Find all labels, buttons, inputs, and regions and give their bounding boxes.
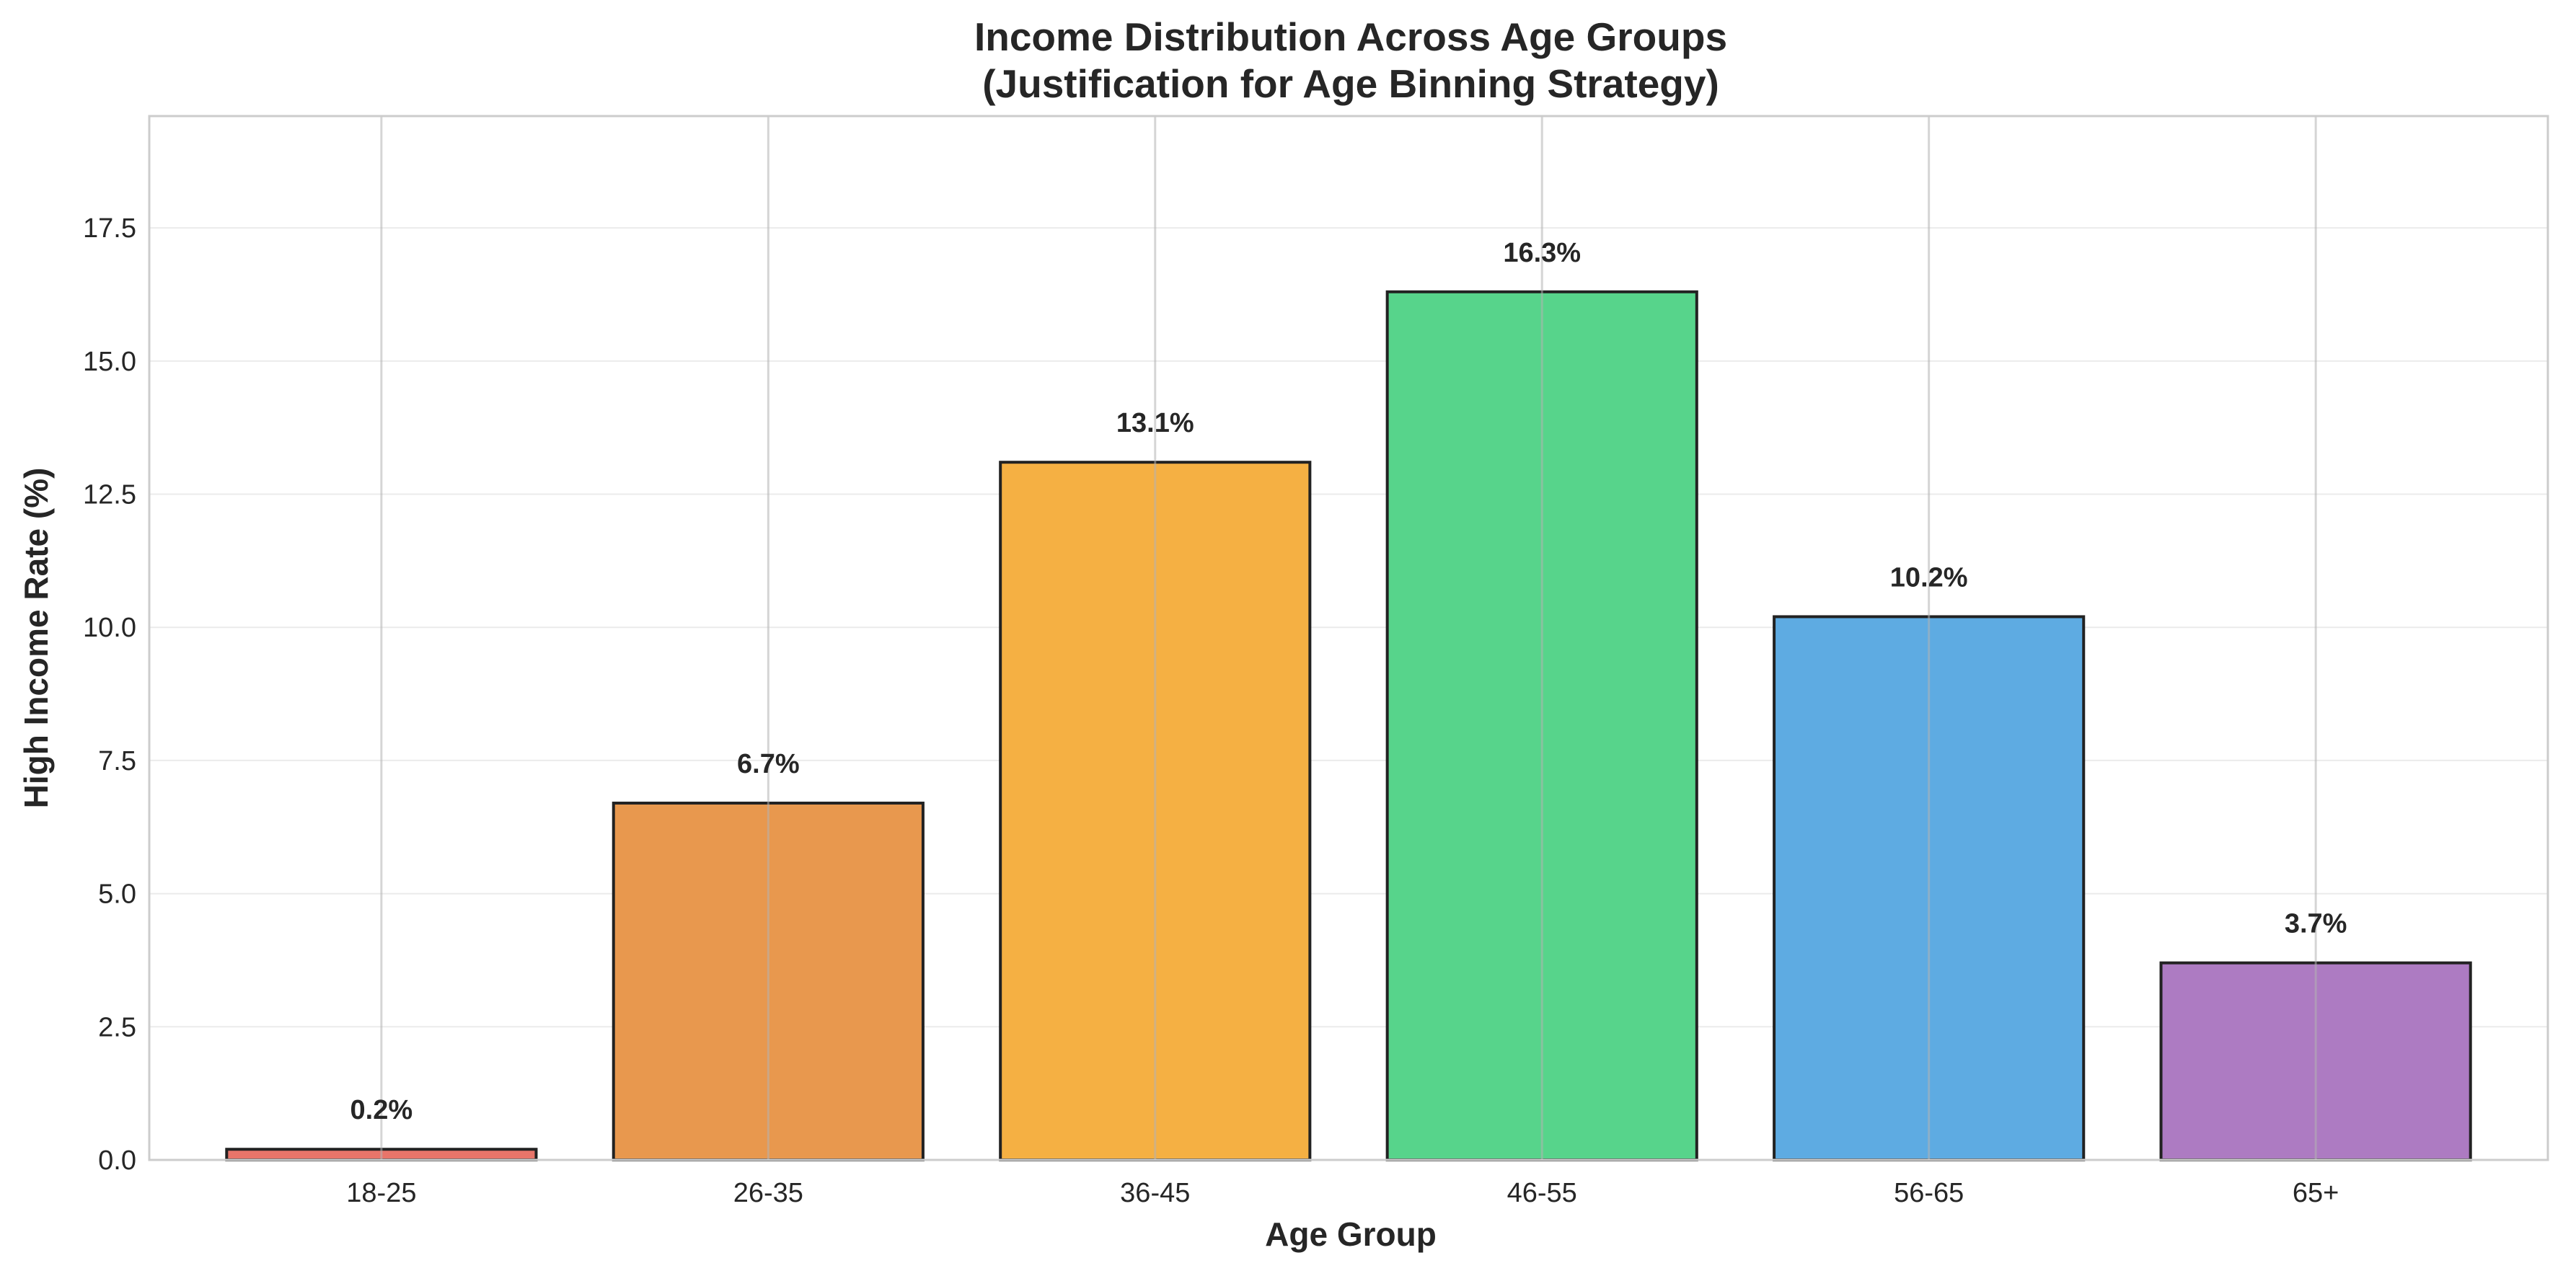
plot-frame bbox=[148, 115, 2549, 1161]
x-tick-label: 36-45 bbox=[1120, 1178, 1190, 1208]
data-label-65+: 3.7% bbox=[2285, 909, 2347, 939]
data-labels: 0.2% 6.7% 13.1% 16.3% 10.2% 3.7% bbox=[350, 238, 2347, 1125]
x-tick-label: 65+ bbox=[2293, 1178, 2339, 1208]
y-tick-label: 15.0 bbox=[83, 347, 136, 377]
chart-title-line-1: Income Distribution Across Age Groups bbox=[974, 14, 1727, 59]
chart-title-line-2: (Justification for Age Binning Strategy) bbox=[982, 61, 1719, 106]
vertical-grid-lines bbox=[380, 116, 2317, 1160]
x-axis-label: Age Group bbox=[1265, 1215, 1437, 1253]
grid-lines bbox=[149, 227, 2548, 1161]
y-tick-label: 17.5 bbox=[83, 213, 136, 244]
data-label-36-45: 13.1% bbox=[1116, 408, 1194, 438]
bars bbox=[225, 290, 2472, 1162]
x-tick-label: 56-65 bbox=[1894, 1178, 1964, 1208]
y-tick-label: 10.0 bbox=[83, 613, 136, 643]
x-tick-labels: 18-25 26-35 36-45 46-55 56-65 65+ bbox=[346, 1178, 2339, 1208]
y-tick-label: 5.0 bbox=[98, 880, 136, 910]
data-label-46-55: 16.3% bbox=[1503, 238, 1581, 268]
y-tick-label: 0.0 bbox=[98, 1146, 136, 1176]
y-tick-labels: 0.0 2.5 5.0 7.5 10.0 12.5 15.0 17.5 bbox=[83, 213, 136, 1176]
y-axis-label: High Income Rate (%) bbox=[17, 468, 55, 809]
data-label-18-25: 0.2% bbox=[350, 1095, 413, 1125]
y-tick-label: 12.5 bbox=[83, 480, 136, 510]
y-tick-label: 7.5 bbox=[98, 746, 136, 776]
data-label-56-65: 10.2% bbox=[1890, 562, 1968, 593]
data-label-26-35: 6.7% bbox=[737, 749, 800, 779]
x-tick-label: 46-55 bbox=[1507, 1178, 1577, 1208]
x-tick-label: 18-25 bbox=[346, 1178, 416, 1208]
y-tick-label: 2.5 bbox=[98, 1012, 136, 1042]
x-tick-label: 26-35 bbox=[733, 1178, 803, 1208]
